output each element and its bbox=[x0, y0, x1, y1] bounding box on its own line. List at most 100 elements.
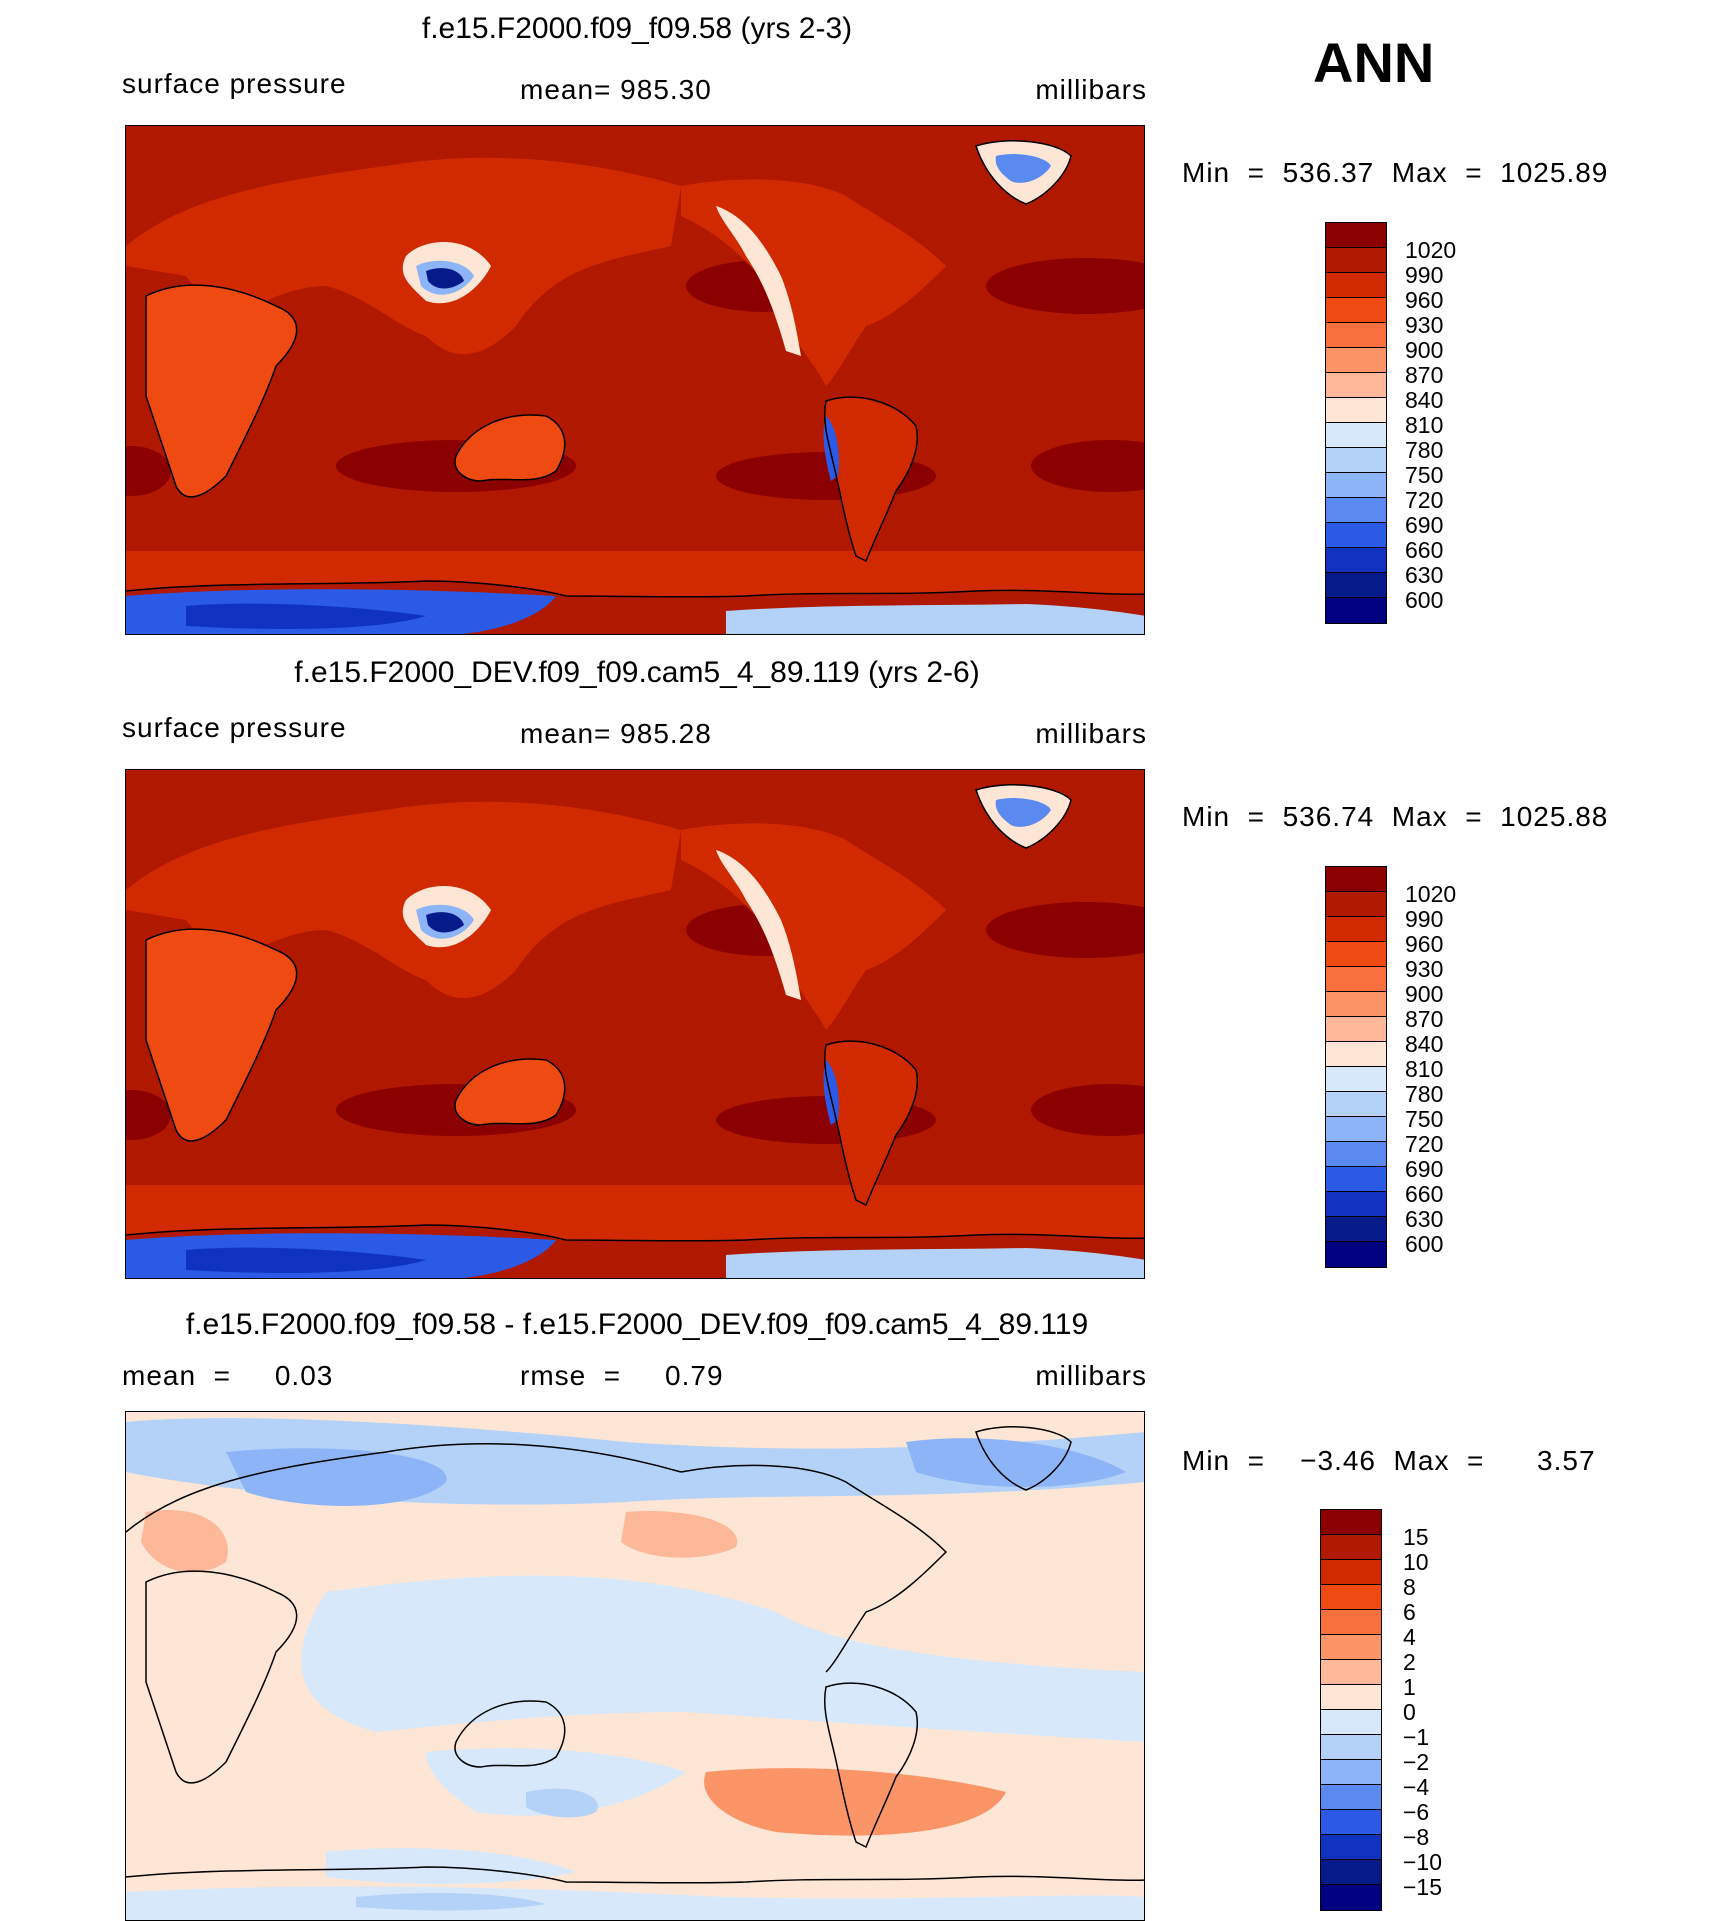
panel-2-tick: 720 bbox=[1405, 1131, 1444, 1157]
panel-3-tick: −6 bbox=[1403, 1799, 1430, 1825]
panel-1-tick: 840 bbox=[1405, 387, 1444, 413]
colorbar-swatch bbox=[1326, 1117, 1386, 1142]
panel-1-title: f.e15.F2000.f09_f09.58 (yrs 2-3) bbox=[421, 12, 853, 45]
colorbar-swatch bbox=[1321, 1710, 1381, 1735]
colorbar-swatch bbox=[1321, 1735, 1381, 1760]
panel-2-tick: 900 bbox=[1405, 981, 1444, 1007]
colorbar-swatch bbox=[1321, 1585, 1381, 1610]
panel-2-tick: 630 bbox=[1405, 1206, 1444, 1232]
colorbar-swatch bbox=[1326, 473, 1386, 498]
panel-2-title: f.e15.F2000_DEV.f09_f09.cam5_4_89.119 (y… bbox=[294, 656, 980, 689]
panel-2-tick: 930 bbox=[1405, 956, 1444, 982]
colorbar-swatch bbox=[1326, 498, 1386, 523]
panel-2-units-label: millibars bbox=[1035, 718, 1147, 749]
colorbar-swatch bbox=[1326, 273, 1386, 298]
colorbar-swatch bbox=[1326, 1167, 1386, 1192]
panel-1-tick: 750 bbox=[1405, 462, 1444, 488]
panel-3-tick: −10 bbox=[1403, 1849, 1443, 1875]
colorbar-swatch bbox=[1321, 1685, 1381, 1710]
colorbar-swatch bbox=[1326, 223, 1386, 248]
panel-1-tick: 780 bbox=[1405, 437, 1444, 463]
colorbar-swatch bbox=[1326, 1067, 1386, 1092]
colorbar-swatch bbox=[1326, 1042, 1386, 1067]
panel-1-tick: 990 bbox=[1405, 262, 1444, 288]
colorbar-swatch bbox=[1326, 942, 1386, 967]
panel-3-tick: 6 bbox=[1403, 1599, 1416, 1625]
colorbar-swatch bbox=[1326, 373, 1386, 398]
colorbar-swatch bbox=[1326, 1142, 1386, 1167]
season-label: ANN bbox=[1313, 31, 1435, 94]
colorbar-swatch bbox=[1321, 1535, 1381, 1560]
panel-3-colorbar bbox=[1320, 1509, 1382, 1911]
panel-3-tick: −2 bbox=[1403, 1749, 1430, 1775]
panel-2-tick: 750 bbox=[1405, 1106, 1444, 1132]
colorbar-swatch bbox=[1326, 1217, 1386, 1242]
colorbar-swatch bbox=[1321, 1660, 1381, 1685]
panel-1-tick: 870 bbox=[1405, 362, 1444, 388]
colorbar-swatch bbox=[1326, 892, 1386, 917]
colorbar-swatch bbox=[1321, 1760, 1381, 1785]
panel-3-units-label: millibars bbox=[1035, 1360, 1147, 1391]
panel-2-colorbar bbox=[1325, 866, 1387, 1268]
colorbar-swatch bbox=[1326, 917, 1386, 942]
panel-1-map bbox=[125, 125, 1145, 635]
colorbar-swatch bbox=[1321, 1885, 1381, 1910]
colorbar-swatch bbox=[1321, 1510, 1381, 1535]
colorbar-swatch bbox=[1326, 398, 1386, 423]
panel-3-tick: 15 bbox=[1403, 1524, 1429, 1550]
colorbar-swatch bbox=[1321, 1785, 1381, 1810]
panel-1-minmax: Min = 536.37 Max = 1025.89 bbox=[1182, 157, 1609, 188]
panel-2-tick: 840 bbox=[1405, 1031, 1444, 1057]
colorbar-swatch bbox=[1321, 1835, 1381, 1860]
colorbar-swatch bbox=[1326, 298, 1386, 323]
panel-3-tick: 8 bbox=[1403, 1574, 1416, 1600]
colorbar-swatch bbox=[1326, 523, 1386, 548]
colorbar-swatch bbox=[1326, 573, 1386, 598]
panel-2-tick: 600 bbox=[1405, 1231, 1444, 1257]
panel-2-tick: 660 bbox=[1405, 1181, 1444, 1207]
colorbar-swatch bbox=[1326, 548, 1386, 573]
panel-1-tick: 690 bbox=[1405, 512, 1444, 538]
colorbar-swatch bbox=[1326, 992, 1386, 1017]
panel-2-tick: 780 bbox=[1405, 1081, 1444, 1107]
panel-1-variable-label: surface pressure bbox=[122, 68, 347, 99]
panel-1-tick: 630 bbox=[1405, 562, 1444, 588]
panel-3-title: f.e15.F2000.f09_f09.58 - f.e15.F2000_DEV… bbox=[185, 1308, 1089, 1341]
panel-3-tick: 10 bbox=[1403, 1549, 1429, 1575]
panel-2-tick: 990 bbox=[1405, 906, 1444, 932]
colorbar-swatch bbox=[1326, 867, 1386, 892]
colorbar-swatch bbox=[1326, 1242, 1386, 1267]
panel-1-colorbar bbox=[1325, 222, 1387, 624]
panel-1-tick: 930 bbox=[1405, 312, 1444, 338]
colorbar-swatch bbox=[1326, 967, 1386, 992]
colorbar-swatch bbox=[1326, 1092, 1386, 1117]
panel-3-tick: 2 bbox=[1403, 1649, 1416, 1675]
panel-3-minmax: Min = −3.46 Max = 3.57 bbox=[1182, 1445, 1596, 1476]
colorbar-swatch bbox=[1326, 1192, 1386, 1217]
colorbar-swatch bbox=[1321, 1560, 1381, 1585]
colorbar-swatch bbox=[1321, 1810, 1381, 1835]
colorbar-swatch bbox=[1326, 423, 1386, 448]
panel-1-tick: 960 bbox=[1405, 287, 1444, 313]
panel-1-tick: 900 bbox=[1405, 337, 1444, 363]
panel-3-mean-label: mean = 0.03 bbox=[122, 1360, 334, 1391]
panel-3-tick: 4 bbox=[1403, 1624, 1416, 1650]
panel-3-tick: 0 bbox=[1403, 1699, 1416, 1725]
panel-1-tick: 660 bbox=[1405, 537, 1444, 563]
panel-2-mean-label: mean= 985.28 bbox=[520, 718, 712, 749]
panel-3-tick: −4 bbox=[1403, 1774, 1430, 1800]
panel-3-rmse-label: rmse = 0.79 bbox=[520, 1360, 724, 1391]
panel-1-tick: 600 bbox=[1405, 587, 1444, 613]
panel-3-tick: 1 bbox=[1403, 1674, 1416, 1700]
colorbar-swatch bbox=[1326, 348, 1386, 373]
panel-1-tick: 720 bbox=[1405, 487, 1444, 513]
colorbar-swatch bbox=[1326, 323, 1386, 348]
panel-2-tick: 810 bbox=[1405, 1056, 1444, 1082]
colorbar-swatch bbox=[1326, 598, 1386, 623]
panel-3-map bbox=[125, 1411, 1145, 1921]
panel-2-tick: 1020 bbox=[1405, 881, 1457, 907]
panel-3-tick: −8 bbox=[1403, 1824, 1430, 1850]
colorbar-swatch bbox=[1321, 1860, 1381, 1885]
colorbar-swatch bbox=[1326, 248, 1386, 273]
colorbar-swatch bbox=[1326, 448, 1386, 473]
